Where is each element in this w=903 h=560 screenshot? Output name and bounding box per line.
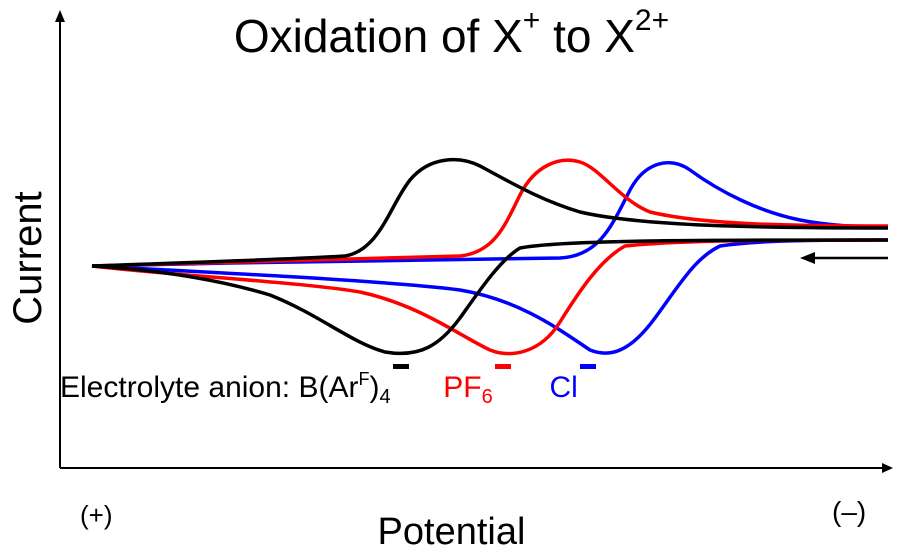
legend-anion-cl: Cl (549, 364, 596, 404)
negative-charge-mark (392, 364, 409, 369)
y-axis-arrowhead (55, 10, 65, 22)
legend-anion-pf6: PF6 (443, 364, 511, 407)
legend: Electrolyte anion: B(ArF)4 PF6 Cl (60, 364, 596, 407)
trace-barf-forward (91, 157, 889, 268)
legend-prefix: Electrolyte anion: (60, 371, 299, 404)
negative-charge-mark (494, 364, 511, 369)
y-axis-label: Current (6, 191, 50, 325)
trace-pf6-forward (91, 158, 889, 268)
x-axis-right-marker: (–) (832, 496, 867, 527)
x-axis-arrowhead (882, 463, 893, 473)
scan-direction-arrowhead (800, 252, 815, 264)
trace-cl-forward (91, 161, 889, 268)
x-axis-label: Potential (377, 511, 526, 553)
x-axis-left-marker: (+) (80, 500, 113, 530)
negative-charge-mark (579, 364, 596, 369)
trace-barf-reverse (91, 238, 889, 356)
legend-anion-barf: B(ArF)4 (298, 364, 409, 407)
chart-title: Oxidation of X+ to X2+ (233, 4, 670, 63)
trace-cl-reverse (91, 238, 889, 355)
